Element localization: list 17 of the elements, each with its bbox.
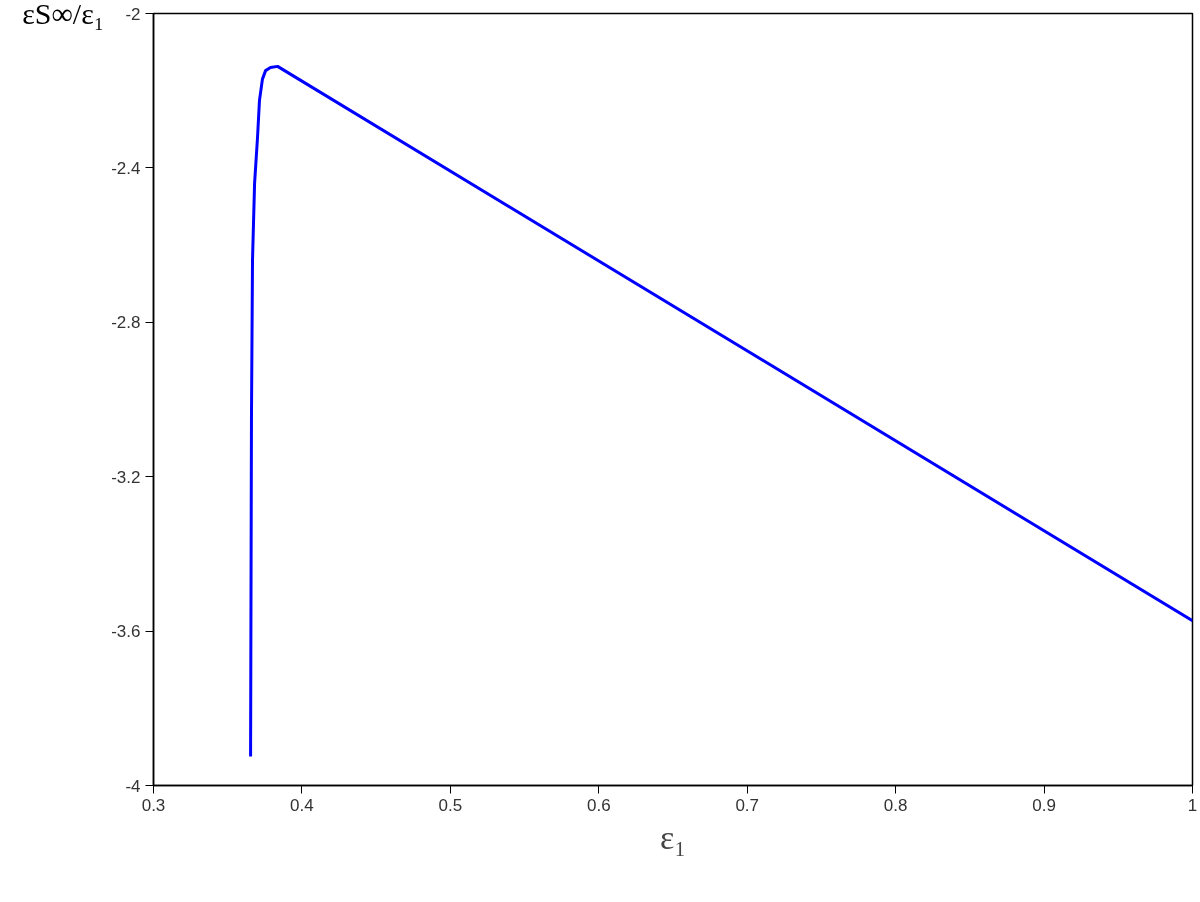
line-series bbox=[249, 64, 1193, 759]
x-tick-label: 0.7 bbox=[735, 795, 760, 815]
x-tick-label: 0.5 bbox=[438, 795, 463, 815]
y-axis-title: εS∞/ε₁ bbox=[22, 0, 105, 30]
x-tick-label: 1 bbox=[1187, 795, 1198, 815]
y-tick-label: -3.6 bbox=[111, 622, 141, 642]
y-tick-label: -2 bbox=[125, 4, 141, 24]
x-axis-title: ε₁ bbox=[659, 818, 687, 856]
y-tick-label: -2.4 bbox=[111, 158, 141, 178]
x-tick-label: 0.8 bbox=[883, 795, 908, 815]
x-tick-label: 0.3 bbox=[141, 795, 166, 815]
y-tick-label: -4 bbox=[125, 776, 141, 796]
x-tick-label: 0.6 bbox=[586, 795, 611, 815]
y-tick-label: -2.8 bbox=[111, 313, 141, 333]
y-tick-label: -3.2 bbox=[111, 467, 141, 487]
x-tick-label: 0.4 bbox=[290, 795, 314, 815]
x-tick-label: 0.9 bbox=[1032, 795, 1056, 815]
